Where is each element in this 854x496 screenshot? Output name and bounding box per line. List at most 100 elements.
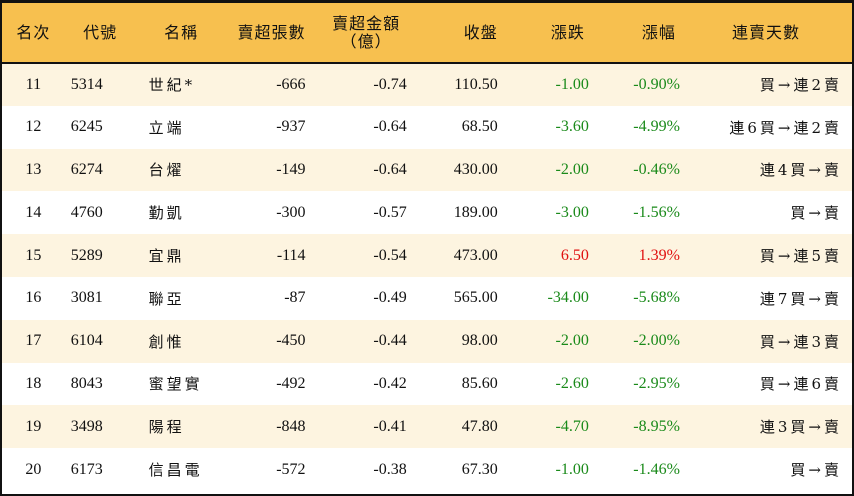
cell-shares: -492 bbox=[276, 374, 306, 392]
cell-streak: 買→連5賣 bbox=[679, 234, 852, 277]
cell-amount: -0.38 bbox=[373, 460, 407, 478]
cell-streak: 買→賣 bbox=[790, 204, 842, 223]
cell-change: -2.00 bbox=[497, 148, 589, 192]
cell-amount: -0.74 bbox=[305, 63, 407, 106]
cell-pct: -8.95% bbox=[588, 405, 680, 449]
cell-close: 47.80 bbox=[406, 405, 498, 449]
cell-name: 蜜望實 bbox=[148, 375, 203, 394]
cell-change: -4.70 bbox=[497, 405, 589, 449]
cell-rank: 13 bbox=[2, 148, 65, 192]
cell-code: 8043 bbox=[70, 374, 103, 392]
cell-rank: 15 bbox=[2, 234, 65, 277]
table-row[interactable]: 20 6173 信昌電 -572 -0.38 67.30 -1.00 -1.46% 買→賣 bbox=[2, 448, 852, 491]
cell-rank: 20 bbox=[25, 460, 42, 478]
cell-shares: -149 bbox=[226, 148, 306, 192]
cell-name: 宜鼎 bbox=[135, 234, 227, 277]
cell-code: 3498 bbox=[64, 405, 136, 449]
cell-streak: 買→連2賣 bbox=[679, 63, 852, 106]
cell-amount: -0.57 bbox=[373, 203, 407, 221]
cell-code: 6274 bbox=[64, 148, 136, 192]
table-row[interactable]: 18 8043 蜜望實 -492 -0.42 85.60 -2.60 -2.95% 買→連6賣 bbox=[2, 363, 852, 406]
cell-code: 6173 bbox=[70, 460, 103, 478]
header-rank: 名次 bbox=[2, 3, 65, 64]
header-amount: 賣超金額 （億） bbox=[305, 3, 407, 64]
table-row[interactable]: 11 5314 世紀* -666 -0.74 110.50 -1.00 -0.90% 買→連2賣 bbox=[2, 63, 852, 106]
cell-close: 67.30 bbox=[461, 460, 498, 478]
cell-pct: -1.56% bbox=[633, 203, 680, 221]
cell-shares: -666 bbox=[226, 63, 306, 106]
cell-rank: 11 bbox=[2, 63, 65, 106]
cell-amount: -0.64 bbox=[373, 118, 407, 136]
cell-change: -1.00 bbox=[555, 460, 589, 478]
cell-amount: -0.49 bbox=[373, 289, 407, 307]
cell-close: 68.50 bbox=[461, 118, 498, 136]
cell-pct: -2.95% bbox=[633, 374, 680, 392]
cell-shares: -87 bbox=[284, 289, 306, 307]
cell-rank: 14 bbox=[25, 203, 42, 221]
cell-streak: 連4買→賣 bbox=[679, 148, 852, 192]
cell-code: 6104 bbox=[64, 319, 136, 363]
table-row[interactable]: 15 5289 宜鼎 -114 -0.54 473.00 6.50 1.39% 買→連5賣 bbox=[2, 234, 852, 277]
cell-change: -2.60 bbox=[555, 374, 589, 392]
cell-close: 110.50 bbox=[406, 63, 498, 106]
cell-change: -3.60 bbox=[555, 118, 589, 136]
cell-change: -3.00 bbox=[555, 203, 589, 221]
cell-close: 85.60 bbox=[461, 374, 498, 392]
cell-amount: -0.41 bbox=[305, 405, 407, 449]
cell-amount: -0.44 bbox=[305, 319, 407, 363]
cell-rank: 16 bbox=[25, 289, 42, 307]
cell-shares: -848 bbox=[226, 405, 306, 449]
cell-shares: -450 bbox=[226, 319, 306, 363]
header-shares: 賣超張數 bbox=[226, 3, 306, 64]
cell-close: 473.00 bbox=[406, 234, 498, 277]
cell-pct: -5.68% bbox=[633, 289, 680, 307]
cell-amount: -0.42 bbox=[373, 374, 407, 392]
cell-change: -1.00 bbox=[497, 63, 589, 106]
table-row[interactable]: 13 6274 台燿 -149 -0.64 430.00 -2.00 -0.46% 連4買→賣 bbox=[2, 148, 852, 192]
table-row[interactable]: 17 6104 創惟 -450 -0.44 98.00 -2.00 -2.00% 買→連3賣 bbox=[2, 319, 852, 363]
cell-change: 6.50 bbox=[497, 234, 589, 277]
cell-pct: -2.00% bbox=[588, 319, 680, 363]
cell-pct: -4.99% bbox=[633, 118, 680, 136]
cell-streak: 買→連3賣 bbox=[679, 319, 852, 363]
cell-streak: 買→連6賣 bbox=[759, 375, 842, 394]
cell-pct: -0.90% bbox=[588, 63, 680, 106]
cell-code: 3081 bbox=[70, 289, 103, 307]
table-row[interactable]: 19 3498 陽程 -848 -0.41 47.80 -4.70 -8.95% 連3買→賣 bbox=[2, 405, 852, 449]
table-row[interactable]: 12 6245 立端 -937 -0.64 68.50 -3.60 -4.99% 連6買→連2賣 bbox=[2, 106, 852, 149]
header-amount-unit: （億） bbox=[340, 31, 392, 51]
cell-code: 5289 bbox=[64, 234, 136, 277]
cell-name: 信昌電 bbox=[148, 461, 203, 480]
table-row[interactable]: 16 3081 聯亞 -87 -0.49 565.00 -34.00 -5.68% 連7買→賣 bbox=[2, 277, 852, 320]
cell-name: 陽程 bbox=[135, 405, 227, 449]
cell-streak: 連7買→賣 bbox=[759, 289, 842, 308]
cell-rank: 12 bbox=[25, 118, 42, 136]
header-name: 名稱 bbox=[135, 3, 227, 64]
cell-name: 聯亞 bbox=[148, 289, 185, 308]
cell-close: 565.00 bbox=[453, 289, 498, 307]
header-pct: 漲幅 bbox=[588, 3, 680, 64]
cell-streak: 連3買→賣 bbox=[679, 405, 852, 449]
cell-name: 創惟 bbox=[135, 319, 227, 363]
cell-streak: 連6買→連2賣 bbox=[729, 118, 842, 137]
cell-pct: -1.46% bbox=[633, 460, 680, 478]
cell-name: 立端 bbox=[148, 118, 185, 137]
cell-close: 430.00 bbox=[406, 148, 498, 192]
cell-rank: 19 bbox=[2, 405, 65, 449]
header-change: 漲跌 bbox=[497, 3, 589, 64]
cell-code: 4760 bbox=[70, 203, 103, 221]
cell-shares: -300 bbox=[276, 203, 306, 221]
cell-name: 世紀* bbox=[135, 63, 227, 106]
cell-shares: -114 bbox=[226, 234, 306, 277]
header-code: 代號 bbox=[64, 3, 136, 64]
header-amount-label: 賣超金額 bbox=[332, 13, 401, 33]
cell-close: 189.00 bbox=[453, 203, 498, 221]
cell-change: -34.00 bbox=[547, 289, 589, 307]
cell-shares: -572 bbox=[276, 460, 306, 478]
cell-change: -2.00 bbox=[497, 319, 589, 363]
cell-pct: 1.39% bbox=[588, 234, 680, 277]
cell-close: 98.00 bbox=[406, 319, 498, 363]
cell-streak: 買→賣 bbox=[790, 461, 842, 480]
table-row[interactable]: 14 4760 勤凱 -300 -0.57 189.00 -3.00 -1.56% 買→賣 bbox=[2, 191, 852, 234]
cell-code: 5314 bbox=[64, 63, 136, 106]
